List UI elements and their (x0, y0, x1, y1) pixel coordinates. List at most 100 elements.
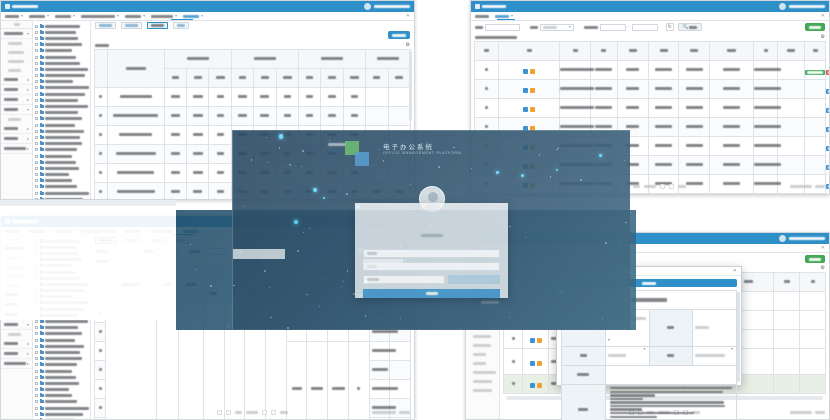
tree-checkbox[interactable] (35, 74, 38, 78)
tree-item[interactable] (35, 128, 90, 134)
edit-icon[interactable] (523, 126, 528, 131)
page-prev-button[interactable] (226, 410, 231, 415)
sidebar-item-stat-mgmt-2[interactable] (466, 359, 499, 368)
captcha-input[interactable] (363, 275, 445, 284)
row-actions[interactable] (497, 60, 561, 80)
sub-tab-summary[interactable] (147, 22, 168, 29)
tree-checkbox[interactable] (35, 135, 38, 139)
tree-item[interactable] (35, 48, 90, 54)
tree-checkbox[interactable] (35, 375, 38, 379)
tree-checkbox[interactable] (35, 350, 38, 354)
nav-tab-plan[interactable]: ▾ (55, 14, 75, 18)
edit-icon[interactable] (529, 383, 535, 388)
sidebar-item-statistics-report[interactable] (1, 115, 32, 124)
tree-checkbox[interactable] (35, 49, 38, 53)
close-icon[interactable]: ✕ (732, 268, 737, 274)
tree-item[interactable] (35, 172, 90, 178)
nav-tab-manufacturing[interactable]: ▾ (5, 14, 23, 18)
gear-icon[interactable]: ⚙ (820, 34, 825, 40)
tree-item[interactable] (35, 331, 90, 337)
sidebar-item-quality[interactable]: ▸ (1, 95, 32, 105)
tree-checkbox[interactable] (35, 400, 38, 404)
tree-item[interactable] (35, 42, 90, 48)
sidebar-item-personnel[interactable]: ▸ (1, 339, 32, 349)
tree-item[interactable] (35, 23, 90, 29)
tree-checkbox[interactable] (35, 67, 38, 71)
tree-item[interactable] (35, 417, 90, 419)
tree-item[interactable] (35, 103, 90, 109)
avatar[interactable] (779, 3, 786, 10)
tree-checkbox[interactable] (35, 406, 38, 410)
add-button[interactable] (805, 255, 825, 263)
tree-item[interactable] (35, 356, 90, 362)
page-last-button[interactable] (668, 184, 674, 189)
tree-item[interactable] (35, 85, 90, 91)
tree-item[interactable] (35, 368, 90, 374)
nav-tab-statistics[interactable]: ▾ (183, 14, 203, 18)
export-button[interactable] (388, 31, 410, 39)
tree-item[interactable] (35, 387, 90, 393)
login-button[interactable] (363, 289, 500, 298)
value-year[interactable]: ▾ (692, 346, 737, 366)
tree-item[interactable] (35, 411, 90, 417)
sidebar-item-monthly-analysis[interactable] (1, 48, 32, 57)
tree-checkbox[interactable] (35, 43, 38, 47)
tree-item[interactable] (35, 405, 90, 411)
tree-checkbox[interactable] (35, 80, 38, 84)
tree-checkbox[interactable] (35, 154, 38, 158)
table-row[interactable] (474, 79, 829, 99)
tree-item[interactable] (35, 178, 90, 184)
detail-icon[interactable] (536, 383, 542, 388)
table-row[interactable] (93, 341, 411, 419)
date-from-input[interactable] (600, 23, 626, 31)
sidebar-item-statistics[interactable]: ▾ (1, 105, 32, 115)
date-to-input[interactable] (631, 23, 658, 31)
edit-icon[interactable] (523, 69, 528, 74)
tree-checkbox[interactable] (35, 344, 38, 348)
sidebar-item-personnel[interactable]: ▸ (1, 124, 32, 134)
sidebar-item-system-data[interactable]: ▸ (1, 144, 32, 154)
nav-tab-quality[interactable]: ▾ (125, 14, 145, 18)
tree-item[interactable] (35, 66, 90, 72)
tree-checkbox[interactable] (35, 357, 38, 361)
tree-item[interactable] (35, 196, 90, 199)
tree-item[interactable] (35, 399, 90, 405)
detail-icon[interactable] (536, 360, 542, 366)
sub-tabs[interactable] (91, 21, 414, 30)
tree-checkbox[interactable] (35, 148, 38, 152)
sidebar-item-annual-analysis[interactable] (1, 57, 32, 66)
edit-icon[interactable] (523, 107, 528, 112)
tree-item[interactable] (35, 35, 90, 41)
edit-icon[interactable] (523, 88, 528, 93)
sidebar-item-stat-manage[interactable] (1, 39, 32, 48)
table-vertical-scrollbar[interactable] (409, 51, 412, 121)
tree-checkbox[interactable] (35, 388, 38, 392)
tree-checkbox[interactable] (35, 173, 38, 177)
tree-checkbox[interactable] (35, 117, 38, 121)
detail-icon[interactable] (530, 107, 535, 112)
sidebar-item-process-measure-1[interactable] (466, 332, 499, 341)
page-last-button[interactable] (271, 410, 276, 415)
sub-tab-chart[interactable] (173, 22, 189, 29)
tree-item[interactable] (35, 73, 90, 79)
refresh-icon[interactable]: ↻ (665, 23, 674, 31)
tree-item[interactable] (35, 122, 90, 128)
avatar[interactable] (364, 3, 371, 10)
value-category[interactable]: ▾ (604, 346, 650, 366)
sidebar-item-stat-mgmt-new[interactable] (466, 377, 499, 386)
tree-checkbox[interactable] (35, 111, 38, 115)
detail-icon[interactable] (530, 126, 535, 131)
close-icon[interactable]: ✕ (405, 13, 410, 19)
tree-checkbox[interactable] (35, 160, 38, 164)
sidebar-item-process-measure-2[interactable] (466, 341, 499, 350)
expression-textarea[interactable] (604, 365, 738, 385)
add-button[interactable] (805, 23, 825, 31)
edit-icon[interactable] (529, 360, 535, 366)
gear-icon[interactable]: ⚙ (820, 265, 825, 271)
gear-icon[interactable]: ⚙ (405, 42, 410, 48)
name-input[interactable] (485, 23, 520, 31)
detail-icon[interactable] (536, 338, 542, 343)
table-row[interactable] (94, 87, 412, 107)
sub-tab-monthly[interactable] (95, 22, 116, 29)
main-nav-tabs-2[interactable]: ▾ ✕ (471, 12, 829, 21)
